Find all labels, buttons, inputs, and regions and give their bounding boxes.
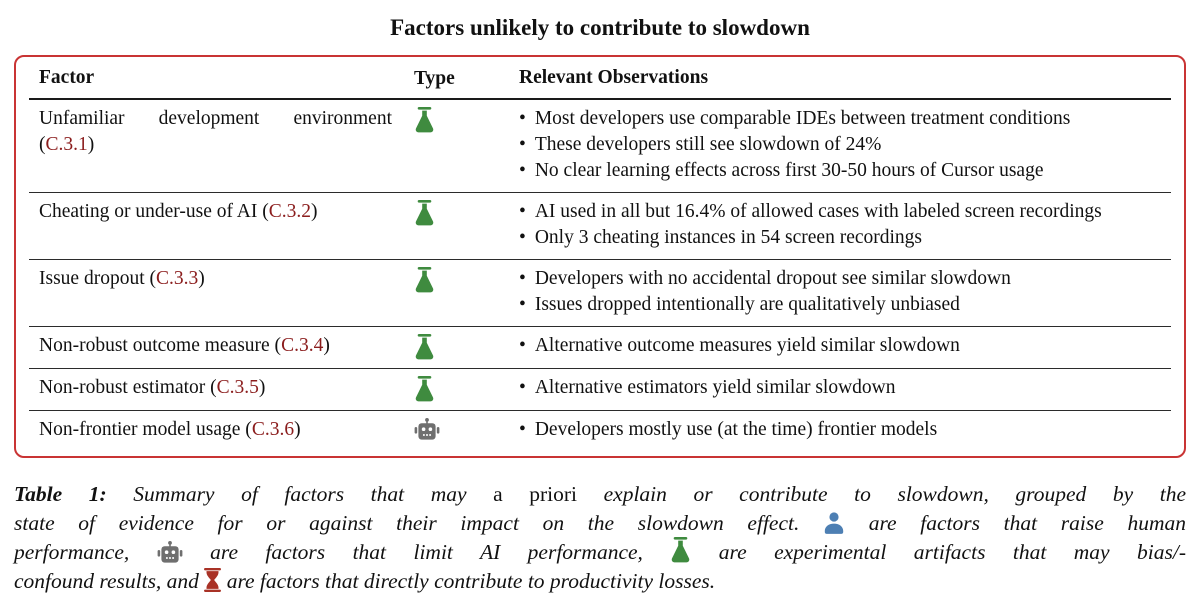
bullet-icon: • [519, 108, 526, 129]
bullet-icon: • [519, 377, 526, 398]
table-row: Issue dropout (C.3.3) • Developers with no… [29, 260, 1171, 327]
caption-line: performance, are factors that limit AI p… [14, 537, 1186, 567]
table-box: Factor Type Relevant Observations Unfami… [14, 55, 1186, 458]
section-ref-link[interactable]: C.3.5 [216, 377, 259, 398]
factors-table: Factor Type Relevant Observations Unfami… [29, 57, 1171, 456]
caption-label: Table 1: [14, 482, 134, 506]
bullet-icon: • [519, 134, 526, 155]
section-ref-link[interactable]: C.3.2 [268, 201, 312, 222]
observation-text: Only 3 cheating instances in 54 screen r… [534, 227, 923, 248]
observations-cell: • AI used in all but 16.4% of allowed cas… [519, 199, 1171, 251]
caption-text: performance, [14, 540, 157, 564]
table-body: Unfamiliar development environment (C.3.… [29, 100, 1171, 456]
hourglass-icon [204, 567, 222, 592]
observation-item: • These developers still see slowdown of … [519, 132, 1171, 158]
observation-text: Most developers use comparable IDEs betw… [534, 108, 1071, 129]
table-row: Cheating or under-use of AI (C.3.2) • AI u… [29, 193, 1171, 260]
table-row: Non-frontier model usage (C.3.6) • Develop… [29, 411, 1171, 456]
bullet-icon: • [519, 419, 526, 440]
observation-text: Alternative estimators yield similar slo… [534, 377, 896, 398]
factor-cell: Issue dropout (C.3.3) [39, 268, 205, 289]
bullet-icon: • [519, 268, 526, 289]
robot-icon [157, 541, 183, 563]
observation-text: Issues dropped intentionally are qualita… [534, 294, 960, 315]
bullet-icon: • [519, 201, 526, 222]
table-row: Non-robust outcome measure (C.3.4) • Alter… [29, 327, 1171, 369]
header-relevant-observations: Relevant Observations [519, 67, 709, 88]
section-ref-link[interactable]: C.3.1 [45, 134, 88, 155]
caption-line: Table 1: Summary of factors that may a p… [14, 480, 1186, 509]
observation-text: No clear learning effects across first 3… [534, 160, 1044, 181]
table-row: Non-robust estimator (C.3.5) • Alternative… [29, 369, 1171, 411]
type-cell [402, 266, 519, 318]
observation-text: Developers with no accidental dropout se… [534, 268, 1011, 289]
factor-cell: Non-frontier model usage (C.3.6) [39, 419, 301, 440]
type-cell [402, 375, 519, 402]
caption-text: are factors that limit AI performance, [182, 540, 671, 564]
caption-text: state of evidence for or against their i… [14, 510, 824, 535]
section-ref-link[interactable]: C.3.3 [155, 268, 199, 289]
factor-cell: Non-robust estimator (C.3.5) [39, 377, 266, 398]
observations-cell: • Alternative estimators yield similar sl… [519, 375, 1171, 402]
factor-cell: Cheating or under-use of AI (C.3.2) [39, 201, 318, 222]
observation-item: • No clear learning effects across first … [519, 158, 1171, 184]
header-factor: Factor [39, 67, 95, 88]
table-row: Unfamiliar development environment (C.3.… [29, 100, 1171, 193]
caption-text: a priori [493, 482, 578, 506]
caption-text: Summary of factors that may [133, 482, 494, 506]
caption-line: confound results, and are factors that d… [14, 567, 1186, 596]
observation-text: These developers still see slowdown of 2… [534, 134, 882, 155]
observations-cell: • Developers with no accidental dropout s… [519, 266, 1171, 318]
observation-item: • Most developers use comparable IDEs bet… [519, 106, 1171, 132]
flask-icon [414, 200, 435, 226]
bullet-icon: • [519, 335, 526, 356]
flask-icon [414, 267, 435, 293]
caption-text: are experimental artifacts that may bias… [691, 540, 1186, 564]
robot-icon [414, 418, 440, 440]
observation-item: • Alternative estimators yield similar sl… [519, 375, 1171, 401]
bullet-icon: • [519, 160, 526, 181]
section-ref-link[interactable]: C.3.6 [251, 419, 295, 440]
flask-icon [414, 107, 435, 133]
bullet-icon: • [519, 227, 526, 248]
flask-icon [670, 537, 691, 563]
observations-cell: • Developers mostly use (at the time) fro… [519, 417, 1171, 444]
caption-text: are factors that raise human [845, 510, 1187, 535]
caption-text: confound results, and [14, 568, 205, 593]
type-cell [402, 106, 519, 184]
caption-text: explain or contribute to slowdown, group… [577, 482, 1187, 506]
observation-item: • Alternative outcome measures yield simi… [519, 333, 1171, 359]
factor-cell: Unfamiliar development environment (C.3.… [39, 108, 392, 155]
flask-icon [414, 376, 435, 402]
observation-item: • Developers mostly use (at the time) fro… [519, 417, 1171, 443]
section-ref-link[interactable]: C.3.4 [281, 335, 324, 356]
caption-line: state of evidence for or against their i… [14, 509, 1186, 538]
factor-cell: Non-robust outcome measure (C.3.4) [39, 335, 330, 356]
observation-item: • Developers with no accidental dropout s… [519, 266, 1171, 292]
header-type: Type [414, 68, 455, 89]
observation-text: Developers mostly use (at the time) fron… [534, 419, 938, 440]
observation-item: • AI used in all but 16.4% of allowed cas… [519, 199, 1171, 225]
observation-text: Alternative outcome measures yield simil… [534, 335, 960, 356]
page-title: Factors unlikely to contribute to slowdo… [390, 15, 810, 40]
caption: Table 1: Summary of factors that may a p… [14, 480, 1186, 595]
observations-cell: • Alternative outcome measures yield simi… [519, 333, 1171, 360]
observation-text: AI used in all but 16.4% of allowed case… [534, 201, 1102, 222]
bullet-icon: • [519, 294, 526, 315]
type-cell [402, 199, 519, 251]
person-icon [823, 511, 845, 534]
observation-item: • Only 3 cheating instances in 54 screen … [519, 225, 1171, 251]
flask-icon [414, 334, 435, 360]
type-cell [402, 417, 519, 444]
caption-text: are factors that directly contribute to … [221, 568, 716, 593]
observations-cell: • Most developers use comparable IDEs bet… [519, 106, 1171, 184]
type-cell [402, 333, 519, 360]
observation-item: • Issues dropped intentionally are qualit… [519, 292, 1171, 318]
table-header-row: Factor Type Relevant Observations [29, 57, 1171, 100]
